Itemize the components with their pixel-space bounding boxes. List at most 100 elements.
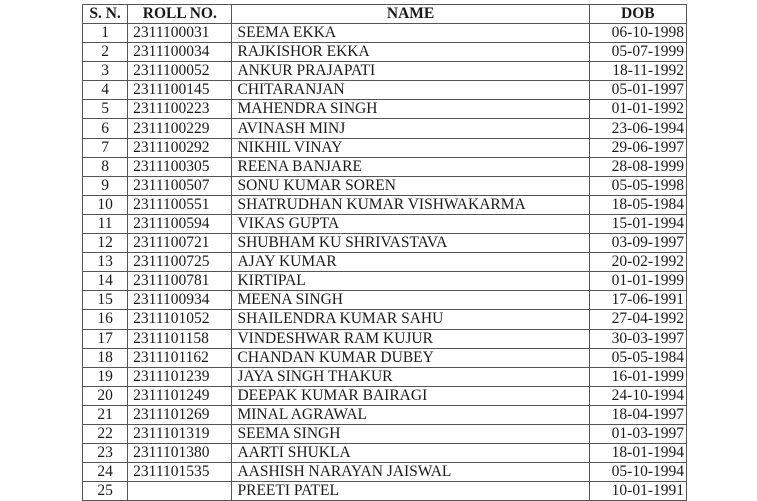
cell-name: ANKUR PRAJAPATI — [231, 61, 590, 82]
cell-sn: 6 — [81, 118, 129, 139]
cell-roll-no: 2311101269 — [127, 404, 233, 425]
cell-sn: 11 — [81, 213, 129, 235]
cell-roll-no: 2311100052 — [127, 61, 233, 82]
table-row: 20 2311101249 DEEPAK KUMAR BAIRAGI 24-10-19… — [81, 385, 688, 406]
cell-roll-no: 2311100594 — [127, 213, 233, 235]
cell-roll-no: 2311100551 — [127, 194, 233, 215]
cell-name: AASHISH NARAYAN JAISWAL — [231, 462, 590, 483]
cell-sn: 1 — [81, 22, 129, 44]
cell-dob: 10-01-1991 — [588, 481, 688, 501]
cell-roll-no: 2311100034 — [127, 42, 233, 63]
table-row: 14 2311100781 KIRTIPAL 01-01-1999 — [81, 271, 688, 292]
cell-name: CHITARANJAN — [231, 80, 590, 101]
cell-name: SHATRUDHAN KUMAR VISHWAKARMA — [231, 194, 590, 215]
cell-name: MINAL AGRAWAL — [231, 404, 590, 425]
table-row: 1 2311100031 SEEMA EKKA 06-10-1998 — [81, 22, 688, 44]
table-row: 16 2311101052 SHAILENDRA KUMAR SAHU 27-04-1… — [81, 309, 688, 330]
candidate-table: S. N. ROLL NO. NAME DOB 1 2311100031 SEEMA… — [81, 4, 688, 501]
cell-dob: 30-03-1997 — [588, 328, 688, 349]
cell-roll-no: 2311101319 — [127, 423, 233, 445]
cell-roll-no: 2311100781 — [127, 271, 233, 292]
table-row: 21 2311101269 MINAL AGRAWAL 18-04-1997 — [81, 404, 688, 425]
cell-dob: 16-01-1999 — [588, 366, 688, 387]
table-row: 13 2311100725 AJAY KUMAR 20-02-1992 — [81, 252, 688, 273]
cell-dob: 28-08-1999 — [588, 156, 688, 177]
cell-name: MEENA SINGH — [231, 290, 590, 311]
cell-dob: 18-01-1994 — [588, 443, 688, 464]
cell-sn: 15 — [81, 290, 129, 311]
cell-dob: 24-10-1994 — [588, 385, 688, 406]
cell-name: NIKHIL VINAY — [231, 137, 590, 158]
table-row: 19 2311101239 JAYA SINGH THAKUR 16-01-1999 — [81, 366, 688, 387]
cell-sn: 9 — [81, 175, 129, 196]
table-row: 7 2311100292 NIKHIL VINAY 29-06-1997 — [81, 137, 688, 158]
header-roll: ROLL NO. — [127, 4, 233, 24]
cell-name: SHAILENDRA KUMAR SAHU — [231, 309, 590, 330]
cell-name: AARTI SHUKLA — [231, 443, 590, 464]
cell-dob: 29-06-1997 — [588, 137, 688, 158]
table-row: 22 2311101319 SEEMA SINGH 01-03-1997 — [81, 423, 688, 445]
cell-roll-no: 2311100145 — [127, 80, 233, 101]
table-row: 12 2311100721 SHUBHAM KU SHRIVASTAVA 03-09-… — [81, 233, 688, 254]
cell-roll-no: 2311101052 — [127, 309, 233, 330]
cell-name: VINDESHWAR RAM KUJUR — [231, 328, 590, 349]
cell-dob: 01-01-1992 — [588, 99, 688, 120]
cell-name: VIKAS GUPTA — [231, 213, 590, 235]
cell-roll-no: 2311101158 — [127, 328, 233, 349]
header-dob: DOB — [588, 4, 688, 24]
cell-roll-no: 2311101162 — [127, 347, 233, 368]
cell-name: KIRTIPAL — [231, 271, 590, 292]
cell-name: JAYA SINGH THAKUR — [231, 366, 590, 387]
cell-dob: 01-01-1999 — [588, 271, 688, 292]
cell-name: SEEMA SINGH — [231, 423, 590, 445]
table-row: 3 2311100052 ANKUR PRAJAPATI 18-11-1992 — [81, 61, 688, 82]
table-row: 9 2311100507 SONU KUMAR SOREN 05-05-1998 — [81, 175, 688, 196]
cell-name: AJAY KUMAR — [231, 252, 590, 273]
cell-dob: 27-04-1992 — [588, 309, 688, 330]
cell-name: SHUBHAM KU SHRIVASTAVA — [231, 233, 590, 254]
cell-dob: 01-03-1997 — [588, 423, 688, 445]
cell-roll-no — [127, 481, 233, 501]
cell-name: AVINASH MINJ — [231, 118, 590, 139]
table-row: 6 2311100229 AVINASH MINJ 23-06-1994 — [81, 118, 688, 139]
cell-sn: 8 — [81, 156, 129, 177]
cell-roll-no: 2311101249 — [127, 385, 233, 406]
cell-dob: 05-10-1994 — [588, 462, 688, 483]
cell-sn: 14 — [81, 271, 129, 292]
table-row: 10 2311100551 SHATRUDHAN KUMAR VISHWAKARMA… — [81, 194, 688, 215]
cell-name: MAHENDRA SINGH — [231, 99, 590, 120]
cell-roll-no: 2311100031 — [127, 22, 233, 44]
cell-sn: 12 — [81, 233, 129, 254]
cell-sn: 3 — [81, 61, 129, 82]
header-sn: S. N. — [81, 4, 129, 24]
cell-roll-no: 2311100223 — [127, 99, 233, 120]
table-row: 25 PREETI PATEL 10-01-1991 — [81, 481, 688, 501]
table-row: 8 2311100305 REENA BANJARE 28-08-1999 — [81, 156, 688, 177]
cell-roll-no: 2311100305 — [127, 156, 233, 177]
cell-sn: 10 — [81, 194, 129, 215]
table-row: 18 2311101162 CHANDAN KUMAR DUBEY 05-05-198… — [81, 347, 688, 368]
cell-sn: 19 — [81, 366, 129, 387]
cell-dob: 05-05-1998 — [588, 175, 688, 196]
cell-sn: 16 — [81, 309, 129, 330]
cell-roll-no: 2311100229 — [127, 118, 233, 139]
cell-name: PREETI PATEL — [231, 481, 590, 501]
cell-dob: 17-06-1991 — [588, 290, 688, 311]
cell-sn: 24 — [81, 462, 129, 483]
cell-dob: 05-05-1984 — [588, 347, 688, 368]
table-row: 2 2311100034 RAJKISHOR EKKA 05-07-1999 — [81, 42, 688, 63]
cell-roll-no: 2311100725 — [127, 252, 233, 273]
cell-dob: 18-05-1984 — [588, 194, 688, 215]
cell-sn: 23 — [81, 443, 129, 464]
cell-sn: 5 — [81, 99, 129, 120]
table-row: 17 2311101158 VINDESHWAR RAM KUJUR 30-03-19… — [81, 328, 688, 349]
cell-sn: 13 — [81, 252, 129, 273]
table-row: 11 2311100594 VIKAS GUPTA 15-01-1994 — [81, 213, 688, 235]
cell-roll-no: 2311100507 — [127, 175, 233, 196]
cell-dob: 05-01-1997 — [588, 80, 688, 101]
cell-roll-no: 2311100934 — [127, 290, 233, 311]
cell-name: CHANDAN KUMAR DUBEY — [231, 347, 590, 368]
cell-roll-no: 2311100721 — [127, 233, 233, 254]
cell-dob: 18-11-1992 — [588, 61, 688, 82]
cell-dob: 06-10-1998 — [588, 22, 688, 44]
